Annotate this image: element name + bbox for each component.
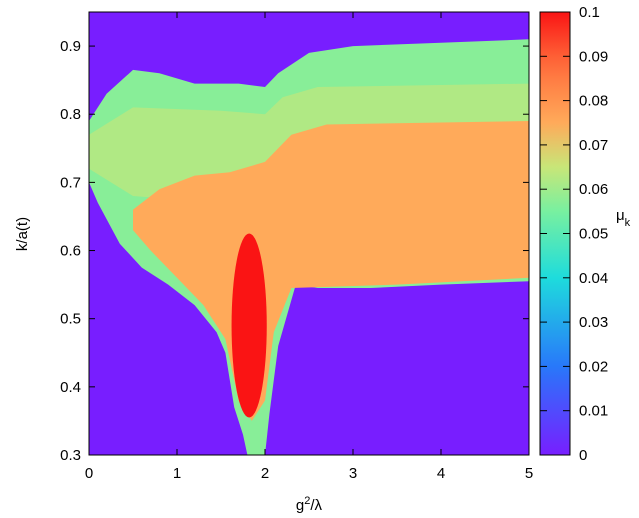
y-axis: 0.3 0.4 0.5 0.6 0.7 0.8 0.9 — [60, 38, 529, 464]
colorbar-tick-label: 0.09 — [579, 48, 608, 65]
y-tick-label: 0.6 — [60, 243, 81, 260]
colorbar-axis: 0 0.01 0.02 0.03 0.04 0.05 0.06 0.07 0.08 0.09 0.1 — [540, 4, 608, 464]
y-tick-label: 0.7 — [60, 174, 81, 191]
peak-ellipse-region — [231, 233, 267, 418]
colorbar-tick-label: 0.08 — [579, 93, 608, 110]
colorbar-tick-label: 0 — [579, 447, 587, 464]
colorbar-tick-label: 0.04 — [579, 270, 608, 287]
x-tick-label: 0 — [85, 465, 93, 482]
colorbar-tick-label: 0.01 — [579, 403, 608, 420]
x-tick-label: 5 — [525, 465, 533, 482]
y-tick-label: 0.3 — [60, 447, 81, 464]
colorbar-tick-label: 0.07 — [579, 137, 608, 154]
x-tick-label: 4 — [437, 465, 445, 482]
plot-frame — [88, 11, 530, 456]
y-axis-label: k/a(t) — [14, 217, 31, 251]
x-tick-label: 1 — [173, 465, 181, 482]
colorbar-tick-label: 0.1 — [579, 4, 600, 21]
y-tick-label: 0.5 — [60, 311, 81, 328]
plot-area — [89, 12, 529, 455]
x-tick-label: 2 — [261, 465, 269, 482]
y-tick-label: 0.9 — [60, 38, 81, 55]
y-tick-label: 0.8 — [60, 106, 81, 123]
colorbar-tick-label: 0.05 — [579, 226, 608, 243]
colorbar-tick-label: 0.06 — [579, 181, 608, 198]
colorbar-tick-label: 0.03 — [579, 314, 608, 331]
colorbar-tick-label: 0.02 — [579, 358, 608, 375]
x-axis: 0 1 2 3 4 5 — [85, 12, 533, 482]
y-tick-label: 0.4 — [60, 379, 81, 396]
x-axis-label: g2/λ — [296, 495, 323, 514]
colorbar-label: μk — [616, 207, 631, 229]
x-tick-label: 3 — [349, 465, 357, 482]
